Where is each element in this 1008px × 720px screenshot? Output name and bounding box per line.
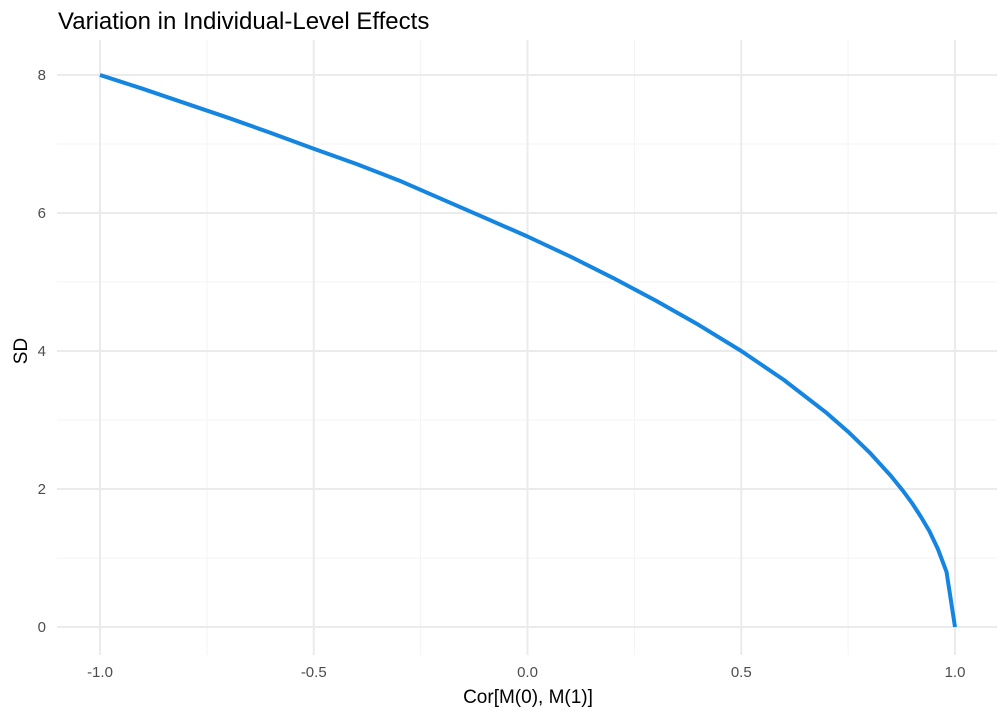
- y-tick-label: 6: [38, 205, 46, 222]
- x-tick-label: 0.0: [517, 664, 538, 681]
- y-tick-label: 2: [38, 481, 46, 498]
- grid: [57, 40, 997, 655]
- y-axis-title: SD: [11, 338, 32, 364]
- chart-title: Variation in Individual-Level Effects: [58, 8, 429, 35]
- y-axis: 0 2 4 6 8: [38, 67, 46, 636]
- y-tick-label: 0: [38, 619, 46, 636]
- x-tick-label: 0.5: [731, 664, 752, 681]
- y-tick-label: 4: [38, 343, 46, 360]
- x-tick-label: 1.0: [945, 664, 966, 681]
- x-axis-title: Cor[M(0), M(1)]: [463, 687, 593, 708]
- y-tick-label: 8: [38, 67, 46, 84]
- x-tick-label: -1.0: [87, 664, 113, 681]
- x-axis: -1.0 -0.5 0.0 0.5 1.0: [87, 664, 965, 681]
- series-line: [99, 73, 957, 628]
- x-tick-label: -0.5: [301, 664, 327, 681]
